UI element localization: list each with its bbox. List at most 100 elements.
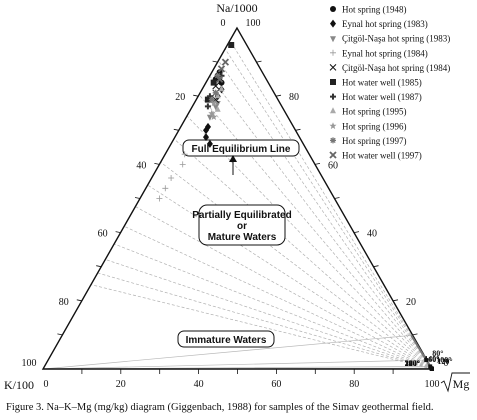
vertex-label-na: Na/1000 — [216, 1, 257, 15]
nak-isotherm-line — [114, 243, 433, 370]
left-edge-tick — [115, 231, 121, 233]
temperature-label: 280° — [405, 359, 420, 368]
legend-label: Hot spring (1997) — [342, 136, 407, 146]
legend-label: Hot spring (1996) — [342, 121, 407, 131]
marker-shape — [168, 175, 175, 181]
marker-shape — [215, 75, 224, 83]
legend-marker — [330, 36, 336, 43]
marker-shape — [228, 42, 235, 48]
right-edge-tick — [412, 333, 418, 336]
legend-label: Eynal hot spring (1984) — [342, 48, 428, 58]
partially-equilibrated-or-label: or — [237, 221, 247, 232]
data-point — [168, 175, 175, 181]
nak-isotherm-line — [229, 40, 433, 370]
partially-equilibrated-box — [198, 204, 286, 246]
vertex-label-mg: Mg — [453, 377, 470, 391]
partially-equilibrated-label: Partially Equilibrated — [192, 210, 291, 221]
corner-value-label: 0 — [44, 379, 49, 390]
right-edge-tick-label: 40 — [367, 229, 377, 240]
legend-marker — [330, 79, 336, 85]
marker-shape — [204, 103, 211, 110]
figure-caption: Figure 3. Na–K–Mg (mg/kg) diagram (Gigge… — [6, 402, 434, 413]
legend-label: Hot spring (1995) — [342, 107, 407, 117]
nak-isotherm-line — [160, 161, 433, 370]
bottom-edge-tick-label: 60 — [271, 379, 281, 390]
right-edge-tick-label: 60 — [328, 160, 338, 171]
right-edge-tick-label: 80 — [289, 92, 299, 103]
data-point — [228, 42, 235, 48]
marker-shape — [330, 93, 336, 100]
data-point — [214, 72, 221, 79]
marker-shape — [210, 99, 218, 107]
marker-shape — [212, 89, 219, 96]
marker-shape — [221, 58, 230, 66]
nak-isotherm-line — [97, 272, 433, 370]
marker-shape — [330, 36, 336, 43]
data-point — [210, 113, 218, 120]
legend-marker — [329, 122, 337, 130]
immature-waters-box — [177, 330, 275, 348]
temperature-label: 140° — [424, 355, 439, 364]
temperature-label: 120° — [437, 357, 452, 366]
left-edge-tick — [96, 265, 102, 268]
nak-isotherm-line — [90, 284, 433, 370]
kmg-isotherm-line — [42, 334, 413, 370]
temperature-label: 220° — [405, 359, 420, 368]
corner-value-label: 0 — [221, 18, 226, 29]
marker-shape — [204, 96, 211, 103]
marker-shape — [214, 72, 221, 79]
marker-shape — [181, 151, 188, 158]
equilibrium-arrow-head — [229, 155, 237, 162]
nak-isotherm-line — [135, 206, 433, 370]
marker-shape — [329, 151, 337, 159]
legend-marker — [329, 151, 337, 159]
marker-shape — [214, 105, 221, 112]
marker-shape — [217, 65, 226, 73]
legend-label: Hot water well (1997) — [342, 151, 422, 161]
marker-shape — [330, 137, 336, 144]
corner-value-label: 100 — [425, 379, 440, 390]
legend-marker — [330, 107, 336, 114]
data-point — [208, 96, 215, 103]
legend: Hot spring (1948) Eynal hot spring (1983)… — [329, 5, 450, 161]
legend-marker — [330, 137, 336, 144]
marker-shape — [330, 79, 336, 85]
data-point — [204, 103, 211, 110]
data-point — [179, 161, 186, 168]
data-point — [210, 79, 217, 86]
marker-shape — [210, 113, 218, 120]
nak-isotherm-line — [147, 184, 433, 370]
data-point — [204, 96, 211, 103]
marker-shape — [208, 96, 215, 103]
marker-shape — [330, 107, 336, 114]
data-point — [181, 151, 188, 158]
data-point — [208, 109, 216, 117]
legend-marker — [330, 93, 336, 100]
marker-shape — [330, 49, 336, 56]
full-equilibrium-label: Full Equilibrium Line — [192, 144, 291, 155]
left-edge-tick — [173, 128, 179, 131]
kmg-isotherm-line — [42, 359, 427, 370]
temperature-label: 160° — [424, 355, 439, 364]
marker-shape — [203, 133, 209, 142]
sqrt-symbol — [440, 372, 470, 393]
data-point — [218, 85, 225, 92]
legend-label: Eynal hot spring (1983) — [342, 19, 428, 29]
bottom-edge-tick-label: 20 — [116, 379, 126, 390]
bottom-edge-tick-label: 80 — [349, 379, 359, 390]
data-point — [206, 139, 213, 148]
corner-value-label: 100 — [22, 358, 37, 369]
data-point — [214, 105, 221, 112]
bottom-edge-tick-label: 40 — [194, 379, 204, 390]
left-edge-tick-label: 60 — [98, 229, 108, 240]
temperature-marker — [424, 358, 429, 363]
marker-shape — [330, 6, 336, 12]
data-point — [156, 195, 163, 202]
temperature-label: 80° — [432, 349, 443, 358]
left-edge-tick — [193, 94, 199, 97]
immature-waters-label: Immature Waters — [186, 335, 267, 346]
temperature-label: 100° — [436, 355, 451, 364]
right-edge-tick — [353, 231, 360, 233]
temperature-labels: 300°280°260°240°220°200°180° 160°140°120°… — [405, 349, 453, 371]
